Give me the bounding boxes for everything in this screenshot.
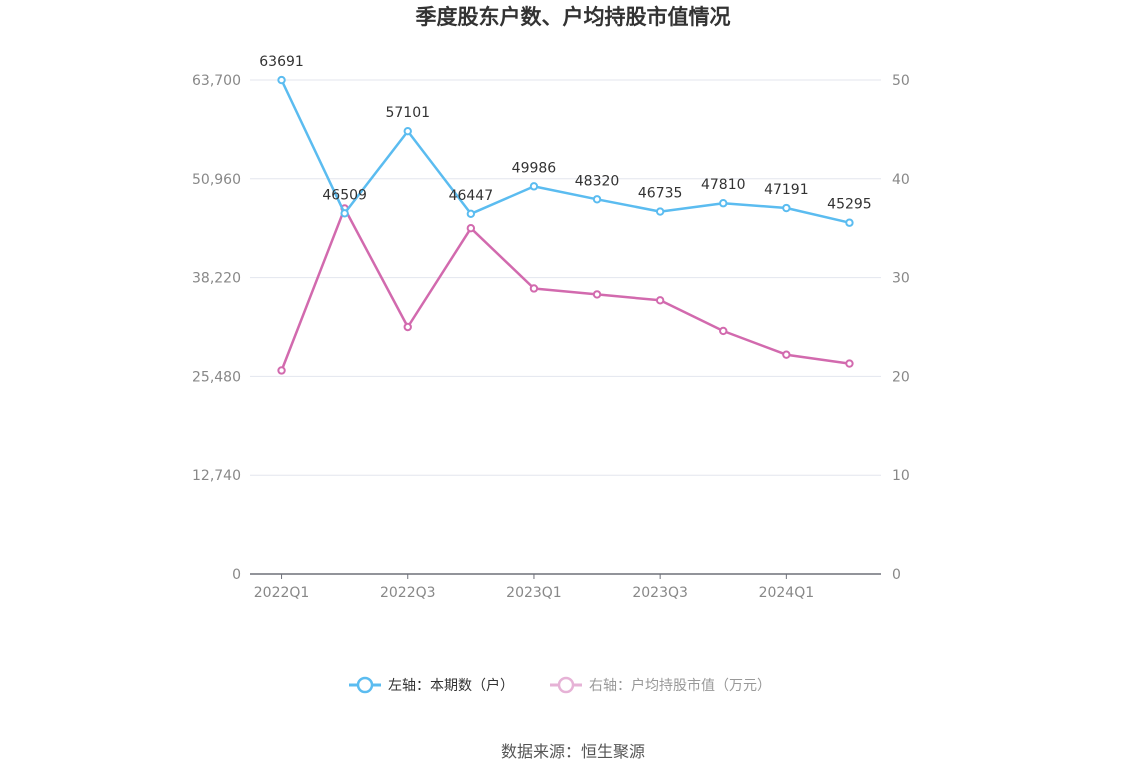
left-axis-tick-label: 25,480	[192, 369, 241, 385]
series-line-households	[280, 79, 850, 224]
data-point	[466, 209, 476, 218]
left-axis-tick-label: 50,960	[192, 172, 241, 188]
data-label: 45295	[827, 197, 872, 213]
data-label: 47191	[764, 182, 809, 198]
data-point	[277, 366, 286, 375]
gridlines	[250, 79, 881, 476]
x-axis-tick-label: 2023Q1	[506, 585, 562, 601]
data-label: 49986	[512, 160, 557, 176]
data-point	[529, 182, 539, 191]
data-point	[466, 224, 476, 233]
data-point	[719, 326, 728, 336]
data-point	[592, 195, 602, 204]
x-axis-tick-label: 2023Q3	[632, 585, 688, 601]
x-axis-tick-label: 2024Q1	[759, 585, 815, 601]
data-label: 46735	[638, 186, 683, 202]
data-label: 47810	[701, 177, 746, 193]
source-note: 数据来源：恒生聚源	[501, 742, 645, 761]
legend-label-left-series: 左轴：本期数（户）	[388, 677, 514, 694]
legend-item-left-series[interactable]: 左轴：本期数（户）	[349, 676, 514, 694]
right-axis-tick-label: 50	[892, 73, 910, 89]
axes: 0 0 12,740 10 25,480 20 38,220 30 50,960 40 63,700…	[192, 73, 910, 601]
data-point	[845, 218, 854, 227]
data-label: 46447	[449, 188, 494, 204]
left-axis-tick-label: 63,700	[192, 73, 241, 89]
legend[interactable]: 左轴：本期数（户） 右轴：户均持股市值（万元）	[349, 676, 771, 694]
data-point	[403, 322, 412, 332]
right-axis-tick-label: 10	[892, 468, 910, 484]
legend-item-right-series[interactable]: 右轴：户均持股市值（万元）	[550, 676, 771, 694]
legend-label-right-series: 右轴：户均持股市值（万元）	[589, 677, 771, 694]
legend-marker-right-series	[557, 676, 575, 694]
right-axis-tick-label: 30	[892, 271, 910, 287]
right-axis-tick-label: 40	[892, 172, 910, 188]
data-point	[277, 75, 286, 85]
left-axis-tick-label: 12,740	[192, 468, 241, 484]
data-point	[403, 126, 412, 136]
chart-title: 季度股东户数、户均持股市值情况	[416, 5, 731, 29]
data-point	[592, 290, 602, 299]
data-point	[782, 203, 791, 213]
data-point	[655, 207, 665, 216]
data-label: 63691	[259, 54, 304, 70]
data-label: 57101	[385, 105, 430, 121]
data-point	[529, 284, 539, 293]
x-axis-tick-label: 2022Q3	[380, 585, 436, 601]
left-axis-tick-label: 0	[232, 567, 241, 583]
left-axis-tick-label: 38,220	[192, 271, 241, 287]
data-label: 46509	[322, 187, 367, 203]
right-axis-tick-label: 20	[892, 369, 910, 385]
data-labels: 63691 46509 57101 46447 49986 48320 46735 47810…	[259, 54, 871, 213]
right-axis-tick-label: 0	[892, 567, 901, 583]
x-axis-tick-label: 2022Q1	[254, 585, 310, 601]
data-point	[719, 199, 728, 208]
series-lines	[277, 75, 854, 375]
legend-marker-left-series	[356, 676, 374, 694]
data-point	[782, 350, 791, 359]
data-point	[845, 359, 854, 368]
data-point	[655, 296, 665, 305]
data-label: 48320	[575, 173, 620, 189]
series-line-avg-holding-value	[280, 207, 850, 371]
data-point	[340, 209, 349, 218]
